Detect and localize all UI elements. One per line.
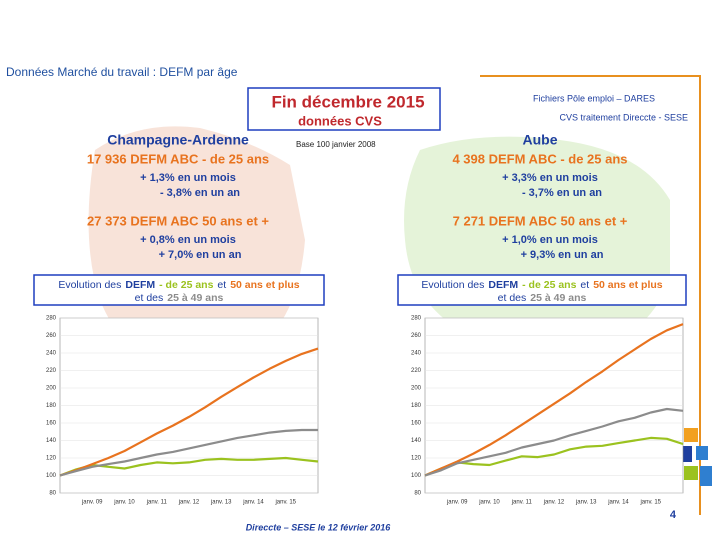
footer: Direccte – SESE le 12 février 2016 — [246, 522, 392, 532]
source: Fichiers Pôle emploi – DARES — [533, 93, 655, 103]
x-tick-label: janv. 13 — [575, 500, 597, 506]
logo — [684, 466, 698, 480]
y-tick-label: 180 — [411, 403, 422, 409]
y-tick-label: 200 — [46, 386, 57, 392]
series-line — [59, 347, 319, 477]
y-tick-label: 160 — [411, 421, 422, 427]
y-tick-label: 220 — [46, 368, 57, 374]
chart-title-part: 50 ans et plus — [230, 279, 300, 291]
logo — [696, 446, 708, 460]
stat-month: + 0,8% en un mois — [140, 234, 236, 246]
chart-title-part: DEFM — [125, 279, 155, 291]
x-tick-label: janv. 14 — [607, 500, 629, 506]
box-title: Fin décembre 2015 — [271, 92, 424, 111]
chart-title-part: 25 à 49 ans — [167, 292, 223, 304]
y-tick-label: 140 — [46, 438, 57, 444]
chart-title-part: Evolution des — [421, 279, 484, 291]
box — [247, 87, 441, 131]
x-tick-label: janv. 11 — [511, 500, 533, 506]
slide-title: Données Marché du travail : DEFM par âge — [6, 65, 238, 79]
y-tick-label: 120 — [46, 456, 57, 462]
series-line — [424, 323, 684, 477]
chart-title-part: et des — [135, 292, 164, 304]
chart-title-part: Evolution des — [58, 279, 121, 291]
stat-headline: 17 936 DEFM ABC - de 25 ans — [87, 151, 269, 166]
y-tick-label: 280 — [46, 316, 57, 322]
x-tick-label: janv. 15 — [639, 500, 661, 506]
y-tick-label: 120 — [411, 456, 422, 462]
region-name: Aube — [523, 132, 558, 148]
decor-line — [480, 75, 701, 515]
y-tick-label: 160 — [46, 421, 57, 427]
y-tick-label: 220 — [411, 368, 422, 374]
series-line — [424, 407, 684, 477]
stat-headline: 27 373 DEFM ABC 50 ans et + — [87, 213, 269, 228]
x-tick-label: janv. 10 — [113, 500, 135, 506]
x-tick-label: janv. 13 — [210, 500, 232, 506]
chart-title-part: et — [217, 279, 226, 291]
y-tick-label: 100 — [411, 473, 422, 479]
box-subtitle: données CVS — [298, 113, 382, 128]
x-tick-label: janv. 15 — [274, 500, 296, 506]
stat-year: + 7,0% en un an — [159, 249, 242, 261]
chart-title-part: et des — [498, 292, 527, 304]
series-line — [59, 456, 319, 477]
x-tick-label: janv. 12 — [543, 500, 565, 506]
x-tick-label: janv. 11 — [146, 500, 168, 506]
page-number: 4 — [670, 509, 677, 521]
stat-year: + 9,3% en un an — [521, 249, 604, 261]
chart-title: Evolution des DEFM - de 25 ans et 50 ans et … — [421, 279, 662, 291]
chart-title: Evolution des DEFM - de 25 ans et 50 ans et … — [58, 279, 299, 291]
stat-month: + 1,0% en un mois — [502, 234, 598, 246]
chart-title-part: 25 à 49 ans — [530, 292, 586, 304]
stat-month: + 1,3% en un mois — [140, 172, 236, 184]
base-note: Base 100 janvier 2008 — [296, 140, 376, 149]
stat-headline: 4 398 DEFM ABC - de 25 ans — [452, 151, 627, 166]
chart-title: et des 25 à 49 ans — [135, 292, 224, 304]
stat-month: + 3,3% en un mois — [502, 172, 598, 184]
y-tick-label: 100 — [46, 473, 57, 479]
chart-title-part: - de 25 ans — [159, 279, 213, 291]
series-line — [59, 428, 318, 477]
x-tick-label: janv. 09 — [81, 500, 103, 506]
y-tick-label: 80 — [414, 491, 421, 497]
stat-headline: 7 271 DEFM ABC 50 ans et + — [453, 213, 628, 228]
region-name: Champagne-Ardenne — [107, 132, 249, 148]
chart-title-part: DEFM — [488, 279, 518, 291]
y-tick-label: 280 — [411, 316, 422, 322]
y-tick-label: 260 — [411, 333, 422, 339]
stat-year: - 3,8% en un an — [160, 187, 240, 199]
logo — [684, 428, 698, 442]
source: CVS traitement Direccte - SESE — [559, 112, 688, 122]
y-tick-label: 260 — [46, 333, 57, 339]
x-tick-label: janv. 12 — [178, 500, 200, 506]
y-tick-label: 140 — [411, 438, 422, 444]
chart-title-part: et — [580, 279, 589, 291]
chart-title-box — [33, 274, 325, 306]
x-tick-label: janv. 14 — [242, 500, 264, 506]
x-tick-label: janv. 10 — [478, 500, 500, 506]
y-tick-label: 180 — [46, 403, 57, 409]
logo — [700, 466, 712, 486]
chart-title-box — [397, 274, 687, 306]
chart-title-part: - de 25 ans — [522, 279, 576, 291]
y-tick-label: 80 — [49, 491, 56, 497]
y-tick-label: 240 — [411, 351, 422, 357]
x-tick-label: janv. 09 — [446, 500, 468, 506]
y-tick-label: 200 — [411, 386, 422, 392]
series-line — [424, 436, 684, 477]
chart-title-part: 50 ans et plus — [593, 279, 663, 291]
y-tick-label: 240 — [46, 351, 57, 357]
chart-title: et des 25 à 49 ans — [498, 292, 587, 304]
stat-year: - 3,7% en un an — [522, 187, 602, 199]
